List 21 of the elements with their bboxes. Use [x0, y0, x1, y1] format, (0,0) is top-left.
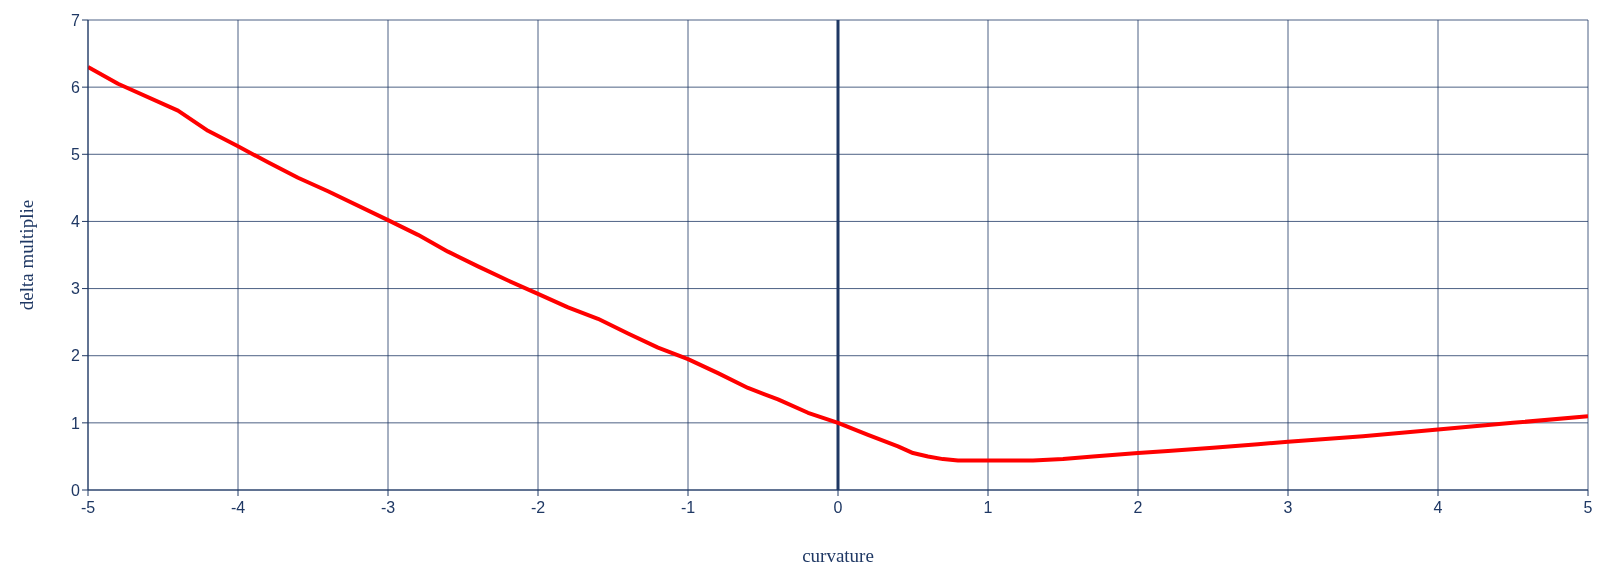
y-tick-label: 5: [71, 145, 81, 163]
y-tick-label: 4: [71, 213, 81, 231]
x-tick-label: 0: [833, 499, 843, 517]
x-axis-title: curvature: [802, 545, 874, 566]
y-tick-label: 3: [71, 280, 81, 298]
y-tick-label: 1: [71, 414, 81, 432]
y-tick-label: 2: [71, 347, 81, 365]
y-tick-label: 6: [71, 78, 81, 96]
x-tick-label: 2: [1133, 499, 1143, 517]
x-tick-label: -2: [530, 499, 546, 517]
x-tick-label: 4: [1433, 499, 1443, 517]
x-tick-label: 1: [983, 499, 993, 517]
x-tick-label: 5: [1583, 499, 1593, 517]
x-tick-label: -4: [230, 499, 246, 517]
y-axis-title: delta multiplie: [15, 199, 37, 311]
x-tick-label: -5: [80, 499, 96, 517]
y-tick-label: 0: [71, 481, 81, 499]
x-tick-label: -3: [380, 499, 396, 517]
y-tick-label: 7: [71, 11, 81, 29]
x-tick-label: -1: [680, 499, 696, 517]
x-tick-label: 3: [1283, 499, 1293, 517]
